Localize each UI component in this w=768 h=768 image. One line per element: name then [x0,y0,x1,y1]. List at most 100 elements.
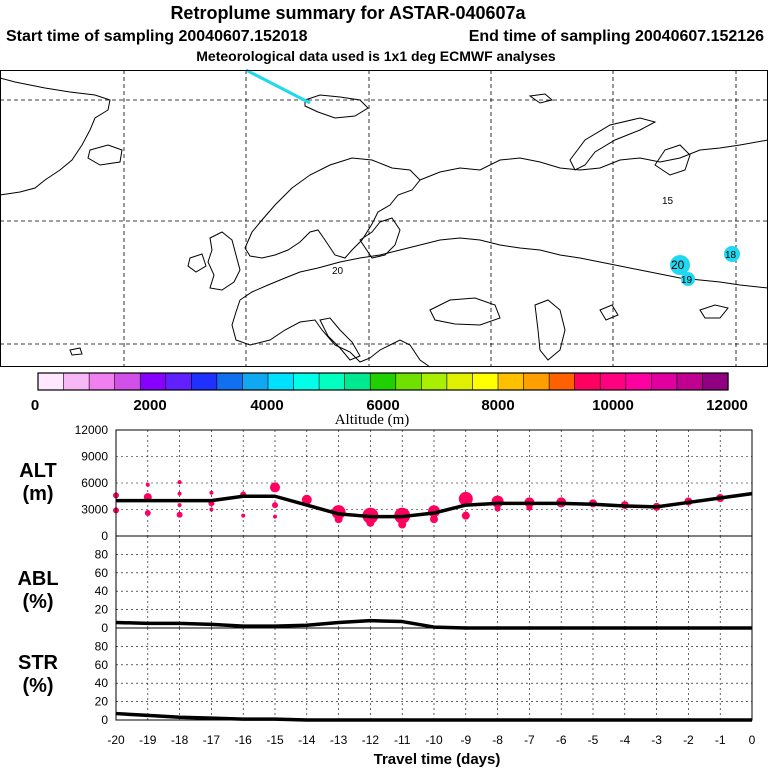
colorbar-tick-label: 10000 [592,397,634,414]
x-axis-label: Travel time (days) [374,751,501,768]
y-tick-label: 80 [95,547,109,561]
x-tick-label: -2 [683,733,694,747]
panel-frame [115,627,753,721]
x-tick-label: -18 [171,733,189,747]
colorbar-swatch [293,372,320,391]
x-tick-label: -19 [139,733,157,747]
colorbar-tick-label: 12000 [706,397,748,414]
colorbar-swatch [599,372,627,391]
colorbar-swatch [165,372,192,391]
y-tick-label: 0 [101,713,108,727]
altitude-scatter-point [301,494,312,505]
colorbar-swatch [702,372,729,391]
altitude-colorbar [37,372,729,391]
x-tick-label: -15 [266,733,284,747]
altitude-scatter-point [145,482,150,487]
x-tick-label: -8 [492,733,503,747]
x-tick-label: -7 [524,733,535,747]
x-tick-label: -1 [715,733,726,747]
colorbar-swatch [139,372,167,391]
map-day-label: 20 [332,266,344,277]
colorbar-swatch [344,372,371,391]
colorbar-swatch [472,372,499,391]
x-tick-label: -4 [619,733,630,747]
y-tick-label: 9000 [81,450,108,464]
x-tick-label: -11 [394,733,411,747]
x-tick-label: -17 [203,733,221,747]
colorbar-swatch [267,372,295,391]
altitude-scatter-point [209,507,214,512]
altitude-scatter-point [176,511,183,518]
plume-marker [724,246,740,262]
altitude-scatter-point [430,515,438,524]
map-panel: 15 20 20 18 19 [0,68,768,368]
panel-str: 0 20 40 60 80 [95,627,753,727]
end-time-label: End time of sampling 20040607.152126 [469,28,764,45]
y-tick-label: 6000 [81,476,108,490]
abl-panel-unit: (%) [22,591,53,613]
x-tick-label: -16 [235,733,253,747]
colorbar-tick-label: 8000 [481,397,514,414]
colorbar-swatch [37,372,65,391]
abl-panel-label: ABL [17,568,58,590]
colorbar-tick-labels: 0 2000 4000 6000 8000 10000 12000 [31,397,748,414]
series-line [116,491,753,519]
y-tick-label: 20 [95,695,109,709]
colorbar-swatch [421,372,448,391]
x-tick-label: -3 [651,733,662,747]
colorbar-swatch [369,372,397,391]
y-tick-label: 60 [95,658,109,672]
colorbar-swatch [497,372,525,391]
met-data-label: Meteorological data used is 1x1 deg ECMW… [196,48,556,64]
colorbar-tick-label: 0 [31,397,39,414]
chart-title: Retroplume summary for ASTAR-040607a [170,3,526,23]
y-tick-label: 3000 [81,503,108,517]
x-tick-label: -12 [362,733,380,747]
altitude-scatter-point [366,518,375,527]
x-tick-label: -6 [556,733,567,747]
x-tick-labels: -2 0 -19 -18 -17 -16 -15 -14 -13 -12 -11 -10 -9 -8 -7 -… [107,733,755,747]
trajectory-segment [245,68,311,105]
altitude-scatter-point [272,502,278,509]
colorbar-tick-label: 4000 [250,397,283,414]
altitude-scatter-point [177,480,182,485]
colorbar-swatch [242,372,269,391]
altitude-scatter-point [458,491,473,506]
x-tick-label: -9 [460,733,471,747]
colorbar-swatch [395,372,422,391]
y-tick-label: 12000 [75,423,109,437]
colorbar-swatch [446,372,474,391]
altitude-scatter-point [177,503,182,508]
alt-panel-label: ALT [19,460,56,482]
colorbar-tick-label: 6000 [366,397,399,414]
colorbar-swatch [548,372,576,391]
colorbar-swatch [625,372,652,391]
y-tick-label: 60 [95,566,109,580]
map-day-label: 19 [681,275,693,286]
altitude-scatter-point [461,511,470,520]
altitude-scatter-point [209,490,214,495]
x-tick-label: 0 [749,733,756,747]
plume-marker [670,255,690,275]
altitude-scatter-point [241,513,246,518]
colorbar-swatch [651,372,678,391]
colorbar-swatch [216,372,244,391]
map-day-label: 15 [662,196,674,207]
coastlines [0,77,768,368]
x-tick-label: -13 [330,733,348,747]
colorbar-swatch [63,372,90,391]
str-panel-label: STR [18,652,59,674]
x-tick-label: -10 [425,733,443,747]
y-tick-label: 0 [101,529,108,543]
time-series-panels: 030006000900012000020406080020406080-20-… [75,423,756,747]
altitude-scatter-point [273,514,277,519]
map-background [0,70,768,367]
map-day-label: 20 [671,258,685,272]
colorbar-swatch [318,372,346,391]
colorbar-swatch [676,372,704,391]
colorbar-label: Altitude (m) [335,412,410,428]
str-panel-unit: (%) [22,675,53,697]
x-tick-label: -14 [298,733,316,747]
panel-alt: 0 3000 6000 9000 12000 [75,423,753,543]
